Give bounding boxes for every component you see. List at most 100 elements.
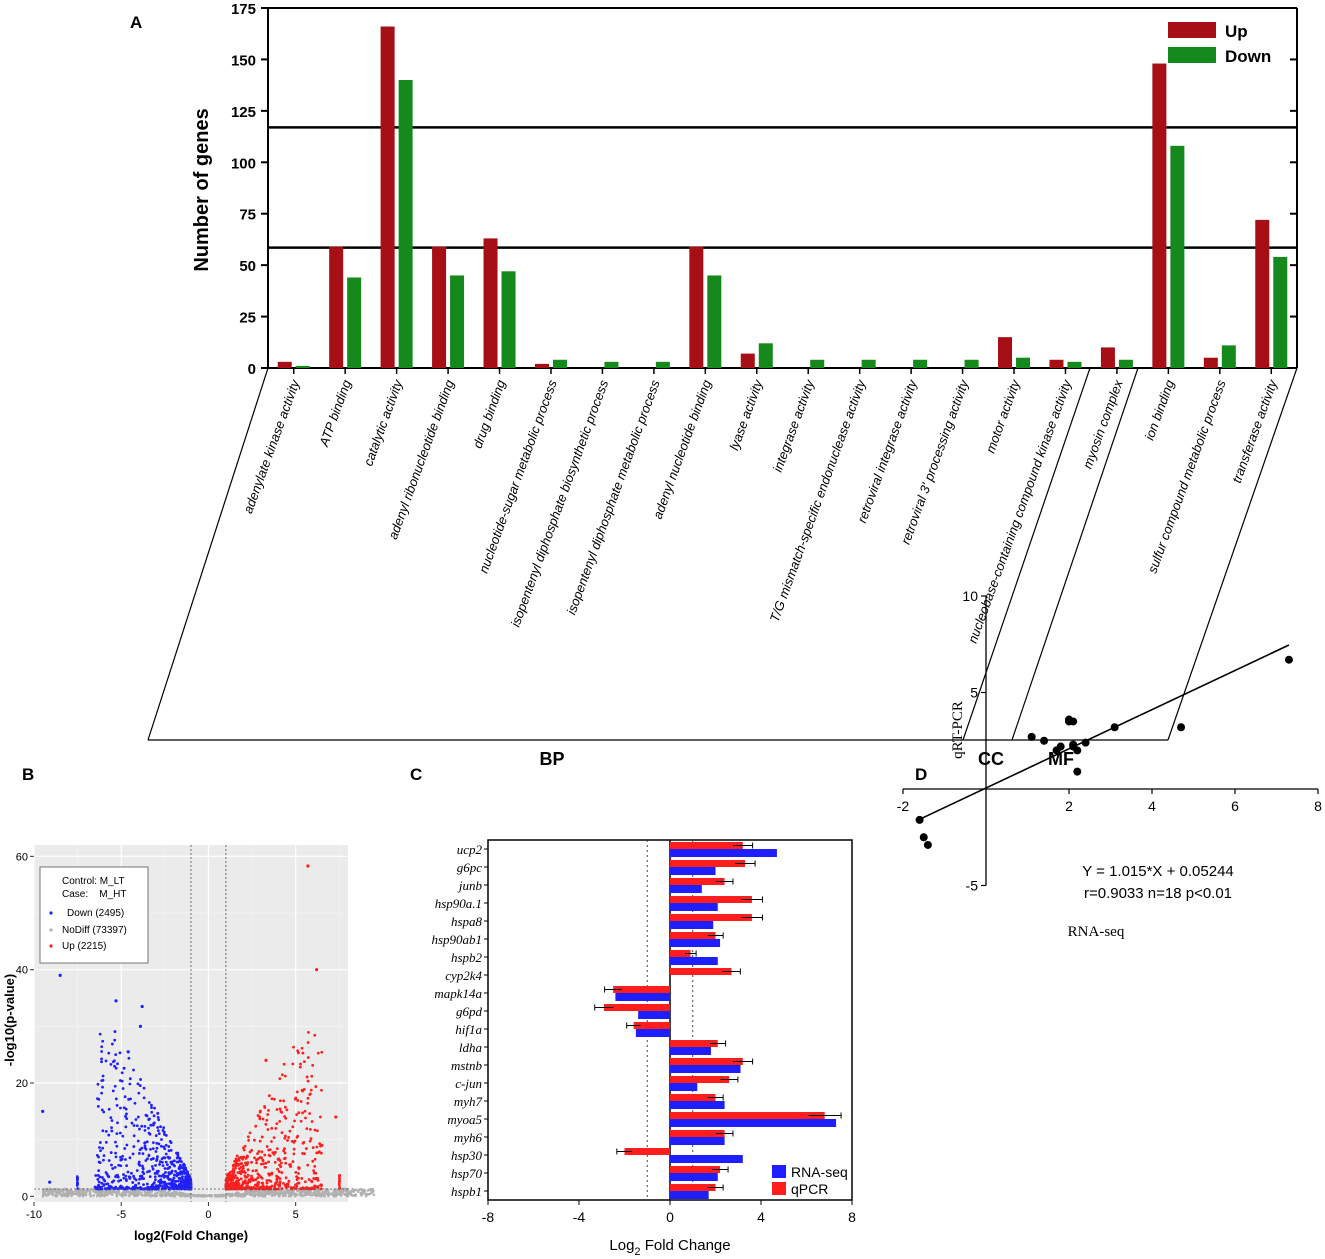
category-label-c: g6pd: [456, 1004, 483, 1019]
point-up: [273, 1150, 277, 1154]
point-down: [153, 1175, 157, 1179]
point-down: [114, 999, 118, 1003]
point-up: [283, 1105, 287, 1109]
point-up: [237, 1156, 241, 1160]
bar-rnaseq: [670, 1119, 837, 1127]
point-down: [142, 1177, 145, 1180]
point-up: [245, 1154, 249, 1158]
point-down: [161, 1164, 165, 1168]
point-down: [142, 1096, 146, 1100]
point-up: [280, 1110, 284, 1114]
point-up: [282, 1099, 286, 1103]
point-nodiff: [70, 1190, 74, 1193]
point-nodiff: [217, 1194, 220, 1198]
point-nodiff: [327, 1191, 331, 1195]
point-up: [303, 1180, 307, 1184]
point-up: [256, 1181, 260, 1185]
point-up: [241, 1155, 245, 1159]
point-up: [296, 1099, 300, 1102]
point-down: [174, 1169, 177, 1173]
category-labels-c: ucp2 g6pc junb hsp90a.1 hspa8 hsp90ab1 hspb2 cy…: [431, 842, 488, 1199]
point-up: [305, 1075, 309, 1079]
point-down: [163, 1156, 167, 1160]
bar-rnaseq: [638, 1011, 670, 1019]
axis-c-ticks: -8 -4 0 4 8: [482, 1200, 856, 1225]
point-down: [128, 1082, 132, 1086]
point-nodiff: [315, 1194, 318, 1198]
point-nodiff: [318, 1194, 321, 1197]
point-up: [297, 1172, 300, 1175]
bar-qpcr: [633, 1022, 670, 1029]
point-nodiff: [322, 1194, 326, 1198]
point-up: [278, 1077, 282, 1081]
point-up: [229, 1178, 233, 1182]
point-up: [306, 1056, 310, 1059]
point-down: [136, 1139, 140, 1143]
point-nodiff: [68, 1189, 71, 1192]
point-up: [274, 1181, 278, 1185]
point-up: [255, 1187, 258, 1191]
category-label-a: adenylate kinase activity: [240, 376, 303, 515]
point-down: [140, 1124, 144, 1128]
point-up: [311, 1159, 315, 1163]
point-up: [263, 1165, 267, 1169]
point-down: [156, 1155, 159, 1159]
point-down: [167, 1166, 171, 1170]
point-down: [100, 1176, 104, 1179]
category-label-a: ion binding: [1142, 377, 1178, 442]
point-down: [113, 1064, 116, 1068]
point-up: [267, 1153, 271, 1157]
point-nodiff: [257, 1194, 261, 1198]
bar-up: [534, 363, 549, 368]
point-nodiff: [291, 1193, 294, 1196]
panel-label-a: A: [130, 13, 142, 32]
category-label-c: c-jun: [455, 1076, 482, 1091]
group-label-mf: MF: [1048, 749, 1074, 769]
axis-b-xlabel: log2(Fold Change): [134, 1228, 248, 1243]
point-up: [270, 1184, 274, 1188]
point-down: [113, 1084, 117, 1088]
group-brackets: [147, 367, 1298, 741]
point-nodiff: [173, 1195, 176, 1198]
point-nodiff: [361, 1191, 365, 1195]
ytick-label-a: 75: [239, 207, 256, 224]
point-down: [152, 1114, 156, 1118]
xtick-label-b: -5: [116, 1209, 126, 1221]
point-down: [131, 1181, 135, 1184]
point-up: [261, 1159, 265, 1162]
point-down: [167, 1149, 171, 1153]
point-down: [177, 1179, 180, 1183]
bar-rnaseq: [670, 867, 716, 875]
point-down: [130, 1121, 134, 1125]
bar-down: [604, 361, 619, 368]
point-up: [240, 1184, 243, 1188]
axis-d-xlabel: RNA-seq: [1068, 924, 1125, 940]
point-up: [314, 1171, 318, 1175]
point-up: [311, 1146, 315, 1149]
bar-qpcr: [613, 986, 670, 993]
point-nodiff: [349, 1193, 353, 1197]
point-down: [128, 1176, 132, 1179]
point-up: [267, 1108, 270, 1112]
point-down: [117, 1163, 121, 1167]
point-down: [167, 1145, 171, 1148]
point-up: [283, 1183, 287, 1187]
bar-down: [295, 365, 310, 368]
point-down: [169, 1148, 173, 1152]
point-down: [123, 1147, 127, 1150]
point-nodiff: [110, 1191, 113, 1195]
point-down: [161, 1128, 165, 1132]
bar-down: [758, 343, 773, 368]
point-down: [115, 1132, 119, 1136]
point-up: [315, 968, 319, 972]
point-up: [315, 1145, 319, 1149]
point-up: [302, 1060, 306, 1063]
point-up: [280, 1131, 284, 1135]
point-nodiff: [53, 1188, 56, 1192]
bar-rnaseq: [670, 885, 702, 893]
point-up: [278, 1099, 282, 1103]
point-nodiff: [256, 1190, 260, 1194]
bar-down: [1016, 357, 1031, 368]
point-nodiff: [372, 1193, 376, 1197]
point-down: [156, 1111, 160, 1115]
